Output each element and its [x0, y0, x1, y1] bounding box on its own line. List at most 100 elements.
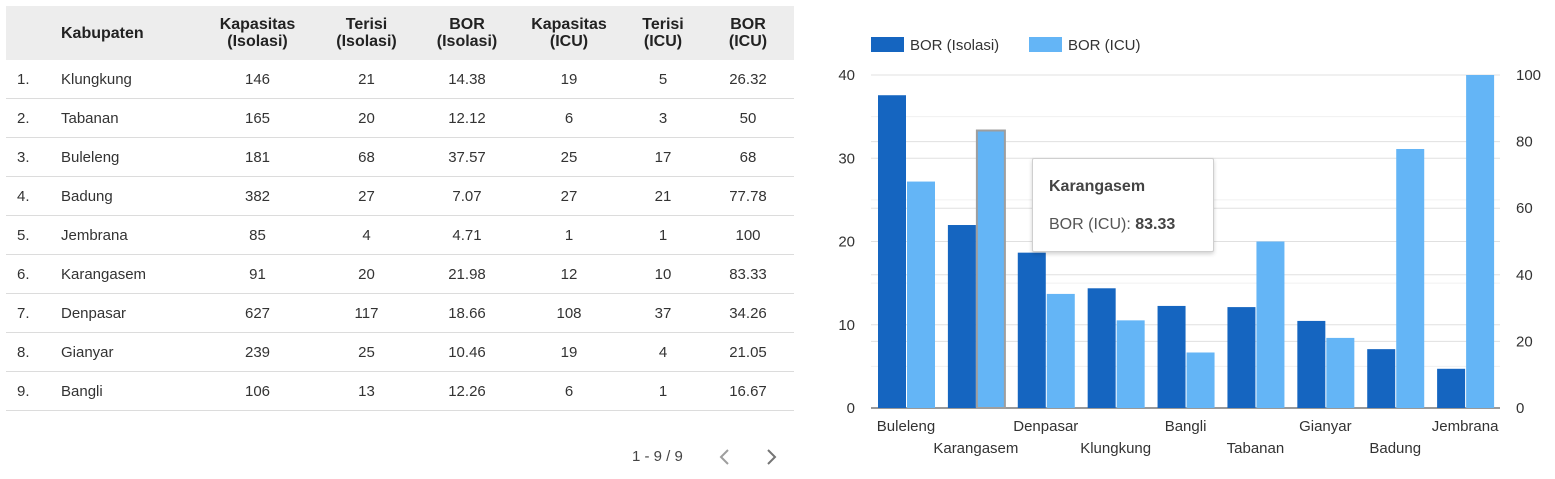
x-tick-label: Denpasar	[1013, 418, 1078, 435]
y-right-tick-label: 60	[1516, 200, 1533, 217]
bar-bor-isolasi	[1157, 305, 1186, 408]
value-cell: 27	[313, 176, 420, 216]
y-right-tick-label: 80	[1516, 134, 1533, 151]
column-header[interactable]: Kabupaten	[57, 6, 202, 60]
y-left-tick-label: 40	[838, 67, 855, 84]
table-row: 3. Buleleng 181 68 37.57 25 17 68	[6, 137, 794, 177]
value-cell: 21.05	[702, 332, 794, 372]
value-cell: 1	[624, 215, 702, 255]
value-cell: 108	[514, 293, 624, 333]
value-cell: 3	[624, 98, 702, 138]
value-cell: 37	[624, 293, 702, 333]
bar-bor-isolasi	[947, 225, 976, 408]
column-header[interactable]: Terisi (ICU)	[624, 6, 702, 60]
x-tick-label: Tabanan	[1227, 440, 1285, 457]
bar-bor-icu	[975, 129, 1006, 409]
kabupaten-cell: Jembrana	[57, 215, 202, 255]
value-cell: 239	[202, 332, 313, 372]
x-tick-label: Klungkung	[1080, 440, 1151, 457]
value-cell: 19	[514, 60, 624, 99]
table-body: 1. Klungkung 146 21 14.38 19 5 26.32 2. Tabanan 16…	[6, 60, 794, 411]
bar-chart: 0 10 20 30 40 0 20 40 60 80 100 Buleleng Karangasem D…	[820, 20, 1550, 470]
x-tick-label: Badung	[1369, 440, 1421, 457]
y-left-tick-label: 0	[847, 400, 855, 417]
bar-bor-icu	[907, 181, 935, 408]
bar-bor-isolasi	[1437, 368, 1466, 408]
row-index: 7.	[6, 293, 57, 333]
row-index: 5.	[6, 215, 57, 255]
value-cell: 6	[514, 98, 624, 138]
x-tick-label: Gianyar	[1299, 418, 1352, 435]
column-header[interactable]: BOR (Isolasi)	[420, 6, 514, 60]
row-index: 9.	[6, 371, 57, 411]
table-row: 5. Jembrana 85 4 4.71 1 1 100	[6, 215, 794, 255]
bar-bor-icu	[1326, 337, 1355, 408]
value-cell: 68	[702, 137, 794, 177]
bar-bor-icu	[1466, 75, 1495, 408]
pagination-label: 1 - 9 / 9	[632, 448, 683, 465]
column-header[interactable]: BOR (ICU)	[702, 6, 794, 60]
value-cell: 627	[202, 293, 313, 333]
value-cell: 6	[514, 371, 624, 411]
value-cell: 382	[202, 176, 313, 216]
value-cell: 21	[624, 176, 702, 216]
value-cell: 146	[202, 60, 313, 99]
kabupaten-cell: Denpasar	[57, 293, 202, 333]
y-right-tick-label: 100	[1516, 67, 1541, 84]
y-right-tick-label: 40	[1516, 267, 1533, 284]
x-tick-label: Karangasem	[933, 440, 1018, 457]
value-cell: 85	[202, 215, 313, 255]
tooltip-value: 83.33	[1135, 216, 1176, 233]
bar-bor-isolasi	[1297, 320, 1326, 408]
kabupaten-cell: Buleleng	[57, 137, 202, 177]
kabupaten-cell: Bangli	[57, 371, 202, 411]
value-cell: 37.57	[420, 137, 514, 177]
row-index: 4.	[6, 176, 57, 216]
legend-swatch	[871, 37, 904, 52]
table-row: 4. Badung 382 27 7.07 27 21 77.78	[6, 176, 794, 216]
value-cell: 14.38	[420, 60, 514, 99]
table-row: 6. Karangasem 91 20 21.98 12 10 83.33	[6, 254, 794, 294]
x-tick-label: Buleleng	[877, 418, 935, 435]
value-cell: 50	[702, 98, 794, 138]
next-page-button[interactable]	[760, 446, 782, 468]
prev-page-button[interactable]	[714, 446, 736, 468]
value-cell: 100	[702, 215, 794, 255]
bar-bor-icu	[1396, 148, 1425, 408]
column-header[interactable]: Kapasitas (ICU)	[514, 6, 624, 60]
value-cell: 10.46	[420, 332, 514, 372]
data-table-container: Kabupaten Kapasitas (Isolasi) Terisi (Isolas…	[6, 6, 794, 411]
value-cell: 34.26	[702, 293, 794, 333]
value-cell: 25	[514, 137, 624, 177]
column-header[interactable]: Terisi (Isolasi)	[313, 6, 420, 60]
kabupaten-cell: Tabanan	[57, 98, 202, 138]
data-table: Kabupaten Kapasitas (Isolasi) Terisi (Isolas…	[6, 6, 794, 411]
chart-tooltip: Karangasem BOR (ICU): 83.33	[1032, 158, 1214, 252]
y-left-tick-label: 30	[838, 150, 855, 167]
value-cell: 4	[313, 215, 420, 255]
bar-bor-icu	[1256, 241, 1285, 408]
value-cell: 4.71	[420, 215, 514, 255]
y-right-tick-label: 0	[1516, 400, 1524, 417]
row-index: 8.	[6, 332, 57, 372]
value-cell: 21	[313, 60, 420, 99]
kabupaten-cell: Badung	[57, 176, 202, 216]
value-cell: 83.33	[702, 254, 794, 294]
value-cell: 1	[514, 215, 624, 255]
value-cell: 106	[202, 371, 313, 411]
bar-bor-isolasi	[878, 95, 906, 409]
legend-swatch	[1029, 37, 1062, 52]
value-cell: 7.07	[420, 176, 514, 216]
value-cell: 12.26	[420, 371, 514, 411]
bar-bor-icu	[1116, 320, 1145, 408]
value-cell: 117	[313, 293, 420, 333]
legend-label: BOR (Isolasi)	[910, 37, 999, 54]
value-cell: 5	[624, 60, 702, 99]
y-left-tick-label: 10	[838, 317, 855, 334]
column-header[interactable]	[6, 6, 57, 60]
column-header[interactable]: Kapasitas (Isolasi)	[202, 6, 313, 60]
table-row: 8. Gianyar 239 25 10.46 19 4 21.05	[6, 332, 794, 372]
value-cell: 26.32	[702, 60, 794, 99]
value-cell: 4	[624, 332, 702, 372]
bar-bor-isolasi	[1087, 288, 1116, 408]
